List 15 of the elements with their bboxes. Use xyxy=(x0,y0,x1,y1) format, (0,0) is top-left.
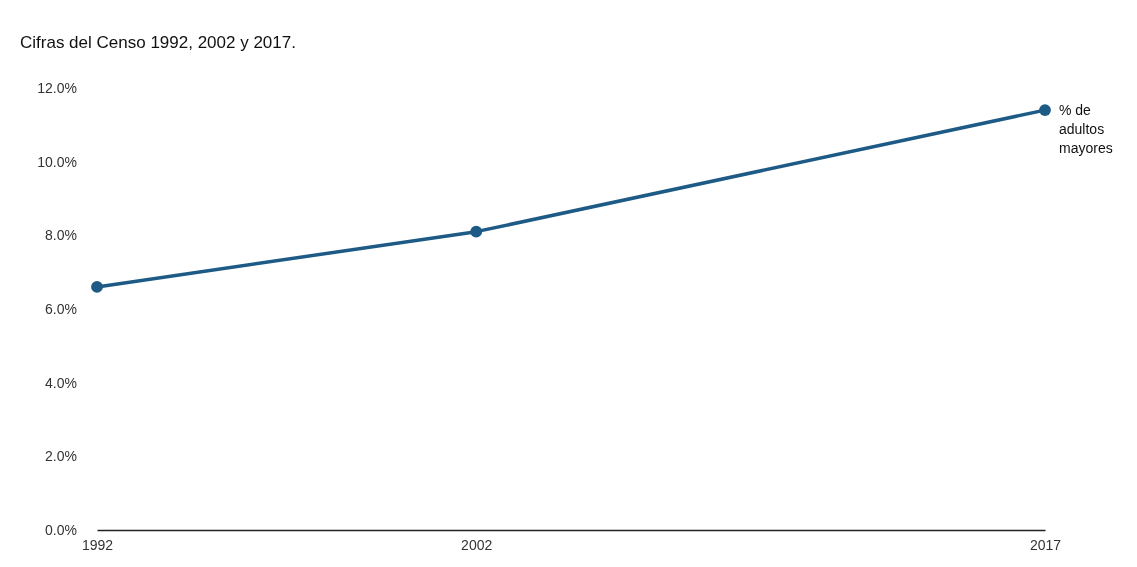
y-tick-label: 8.0% xyxy=(45,227,77,244)
point xyxy=(91,280,103,293)
point xyxy=(470,225,483,238)
x-tick-label: 2002 xyxy=(461,536,493,553)
x-tick-label: 2017 xyxy=(1029,536,1062,553)
y-tick-label: 2.0% xyxy=(45,448,77,465)
point xyxy=(1039,104,1051,117)
series-label: % de adultos mayores xyxy=(1059,102,1113,157)
y-tick-label: 0.0% xyxy=(45,521,77,538)
y-tick-label: 4.0% xyxy=(45,374,77,391)
y-tick-label: 6.0% xyxy=(45,300,77,317)
y-tick-label: 10.0% xyxy=(37,153,77,170)
y-tick-label: 12.0% xyxy=(37,79,77,96)
x-tick-label: 1992 xyxy=(81,536,114,553)
chart-title: Cifras del Censo 1992, 2002 y 2017. xyxy=(20,33,296,52)
